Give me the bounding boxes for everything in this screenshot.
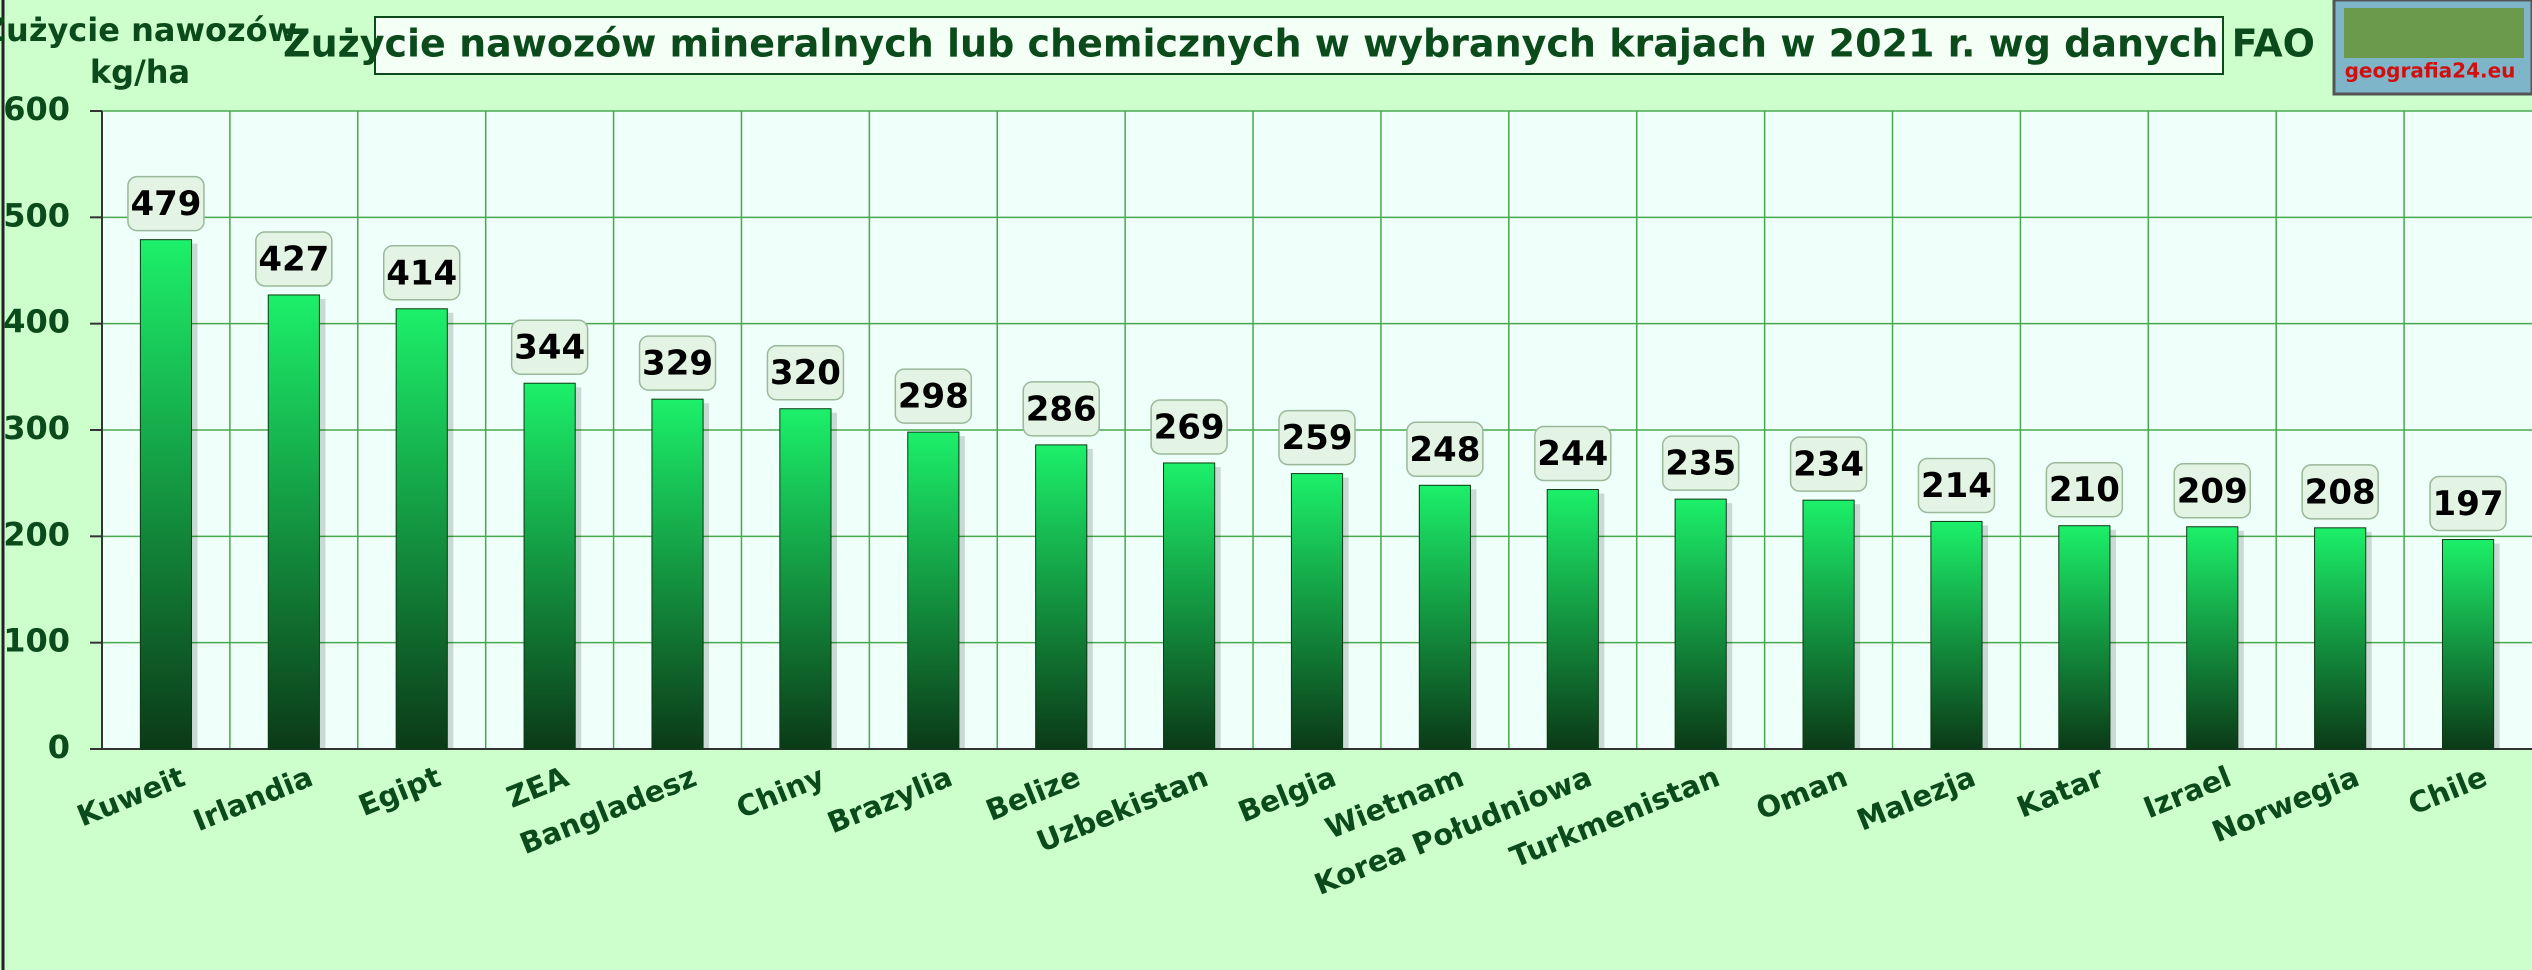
bar — [2315, 528, 2366, 749]
value-label: 259 — [1282, 418, 1353, 458]
bar — [652, 399, 703, 749]
bar — [1547, 490, 1598, 749]
bar — [2187, 527, 2238, 749]
y-axis-label: kg/ha — [90, 53, 190, 91]
bar — [1931, 521, 1982, 749]
y-tick-label: 500 — [3, 196, 70, 234]
value-label: 235 — [1665, 444, 1736, 484]
bar — [1164, 463, 1215, 749]
bar — [908, 432, 959, 749]
bar — [1291, 474, 1342, 749]
value-label: 298 — [898, 377, 969, 417]
bar — [140, 240, 191, 749]
y-tick-label: 100 — [3, 622, 70, 660]
value-label: 269 — [1154, 407, 1225, 447]
value-label: 479 — [130, 184, 201, 224]
value-label: 286 — [1026, 389, 1097, 429]
value-label: 320 — [770, 353, 841, 393]
value-label: 214 — [1921, 466, 1992, 506]
value-label: 234 — [1793, 445, 1864, 485]
value-label: 344 — [514, 328, 585, 368]
bar — [780, 409, 831, 749]
value-label: 329 — [642, 344, 713, 384]
y-tick-label: 300 — [3, 409, 70, 447]
value-label: 248 — [1409, 430, 1480, 470]
value-label: 208 — [2305, 472, 2376, 512]
y-tick-label: 600 — [3, 90, 70, 128]
bar — [1803, 500, 1854, 749]
value-label: 414 — [386, 253, 457, 293]
logo-image — [2344, 8, 2524, 58]
y-axis-label: Zużycie nawozów — [0, 11, 297, 49]
value-label: 210 — [2049, 470, 2120, 510]
bar — [2442, 540, 2493, 749]
bar — [2059, 526, 2110, 749]
logo-text: geografia24.eu — [2345, 59, 2516, 83]
value-label: 197 — [2433, 484, 2504, 524]
y-tick-label: 0 — [48, 728, 70, 766]
value-label: 209 — [2177, 471, 2248, 511]
chart-title: Zużycie nawozów mineralnych lub chemiczn… — [283, 22, 2315, 66]
chart: Zużycie nawozów kg/ha Zużycie nawozów mi… — [0, 0, 2532, 970]
bar — [1036, 445, 1087, 749]
value-label: 244 — [1537, 434, 1608, 474]
bar — [396, 309, 447, 749]
y-tick-label: 200 — [3, 515, 70, 553]
bar — [268, 295, 319, 749]
value-label: 427 — [258, 239, 329, 279]
bar — [1419, 485, 1470, 749]
bar — [1675, 499, 1726, 749]
bar — [524, 383, 575, 749]
y-tick-label: 400 — [3, 303, 70, 341]
